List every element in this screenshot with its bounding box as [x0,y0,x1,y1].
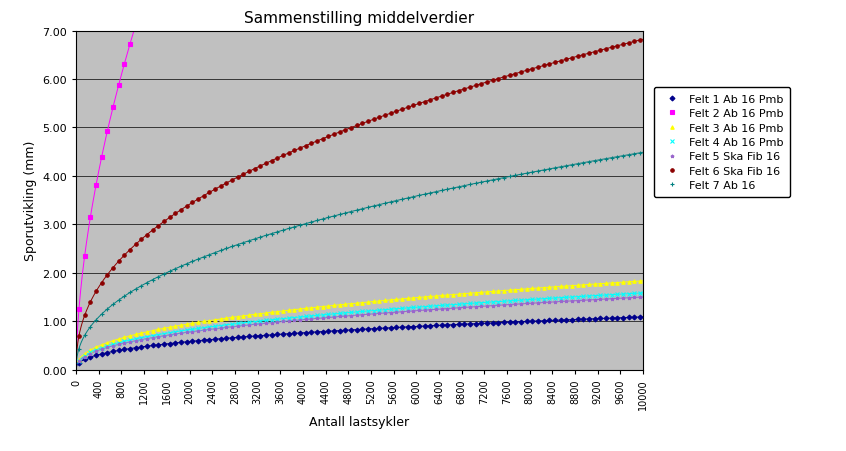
Line: Felt 6 Ska Fib 16: Felt 6 Ska Fib 16 [77,39,642,338]
Felt 3 Ab 16 Pmb [635,279,645,284]
X-axis label: Antall lastsykler: Antall lastsykler [310,415,409,428]
Felt 1 Ab 16 Pmb [635,315,645,320]
Felt 5 Ska Fib 16 [409,308,419,314]
Felt 4 Ab 16 Pmb [363,308,373,314]
Line: Felt 1 Ab 16 Pmb: Felt 1 Ab 16 Pmb [77,316,642,365]
Felt 6 Ska Fib 16 [74,333,84,339]
Felt 7 Ab 16 [204,253,214,258]
Felt 5 Ska Fib 16 [74,359,84,364]
Felt 4 Ab 16 Pmb [607,292,617,298]
Line: Felt 4 Ab 16 Pmb: Felt 4 Ab 16 Pmb [77,292,642,363]
Felt 7 Ab 16 [607,156,617,161]
Line: Felt 2 Ab 16 Pmb: Felt 2 Ab 16 Pmb [77,0,642,311]
Legend: Felt 1 Ab 16 Pmb, Felt 2 Ab 16 Pmb, Felt 3 Ab 16 Pmb, Felt 4 Ab 16 Pmb, Felt 5 S: Felt 1 Ab 16 Pmb, Felt 2 Ab 16 Pmb, Felt… [654,88,790,198]
Felt 3 Ab 16 Pmb [409,295,419,301]
Felt 4 Ab 16 Pmb [590,293,600,299]
Felt 1 Ab 16 Pmb [409,324,419,330]
Felt 4 Ab 16 Pmb [204,325,214,330]
Felt 5 Ska Fib 16 [182,330,192,336]
Y-axis label: Sporutvikling (mm): Sporutvikling (mm) [24,141,37,261]
Felt 3 Ab 16 Pmb [363,299,373,305]
Felt 5 Ska Fib 16 [607,296,617,302]
Felt 7 Ab 16 [74,346,84,351]
Felt 3 Ab 16 Pmb [204,318,214,324]
Felt 6 Ska Fib 16 [590,50,600,55]
Felt 5 Ska Fib 16 [363,312,373,317]
Felt 2 Ab 16 Pmb [74,307,84,312]
Felt 3 Ab 16 Pmb [74,357,84,363]
Felt 5 Ska Fib 16 [635,295,645,300]
Felt 7 Ab 16 [363,205,373,211]
Felt 6 Ska Fib 16 [204,190,214,196]
Felt 4 Ab 16 Pmb [74,358,84,364]
Felt 7 Ab 16 [590,159,600,164]
Felt 7 Ab 16 [409,194,419,200]
Felt 1 Ab 16 Pmb [590,316,600,322]
Felt 5 Ska Fib 16 [590,297,600,303]
Felt 6 Ska Fib 16 [409,103,419,109]
Felt 6 Ska Fib 16 [182,204,192,209]
Felt 1 Ab 16 Pmb [204,337,214,343]
Line: Felt 5 Ska Fib 16: Felt 5 Ska Fib 16 [77,296,642,363]
Felt 3 Ab 16 Pmb [607,281,617,286]
Felt 1 Ab 16 Pmb [607,316,617,321]
Felt 3 Ab 16 Pmb [182,322,192,327]
Felt 1 Ab 16 Pmb [74,360,84,366]
Felt 5 Ska Fib 16 [204,327,214,332]
Felt 4 Ab 16 Pmb [409,305,419,310]
Line: Felt 3 Ab 16 Pmb: Felt 3 Ab 16 Pmb [77,280,642,361]
Felt 7 Ab 16 [635,151,645,156]
Felt 1 Ab 16 Pmb [363,327,373,332]
Felt 4 Ab 16 Pmb [182,327,192,333]
Felt 3 Ab 16 Pmb [590,282,600,287]
Felt 6 Ska Fib 16 [607,46,617,51]
Felt 7 Ab 16 [182,262,192,267]
Felt 4 Ab 16 Pmb [635,291,645,296]
Line: Felt 7 Ab 16: Felt 7 Ab 16 [77,152,642,350]
Title: Sammenstilling middelverdier: Sammenstilling middelverdier [244,11,475,26]
Felt 6 Ska Fib 16 [363,119,373,124]
Felt 6 Ska Fib 16 [635,38,645,44]
Felt 1 Ab 16 Pmb [182,339,192,345]
